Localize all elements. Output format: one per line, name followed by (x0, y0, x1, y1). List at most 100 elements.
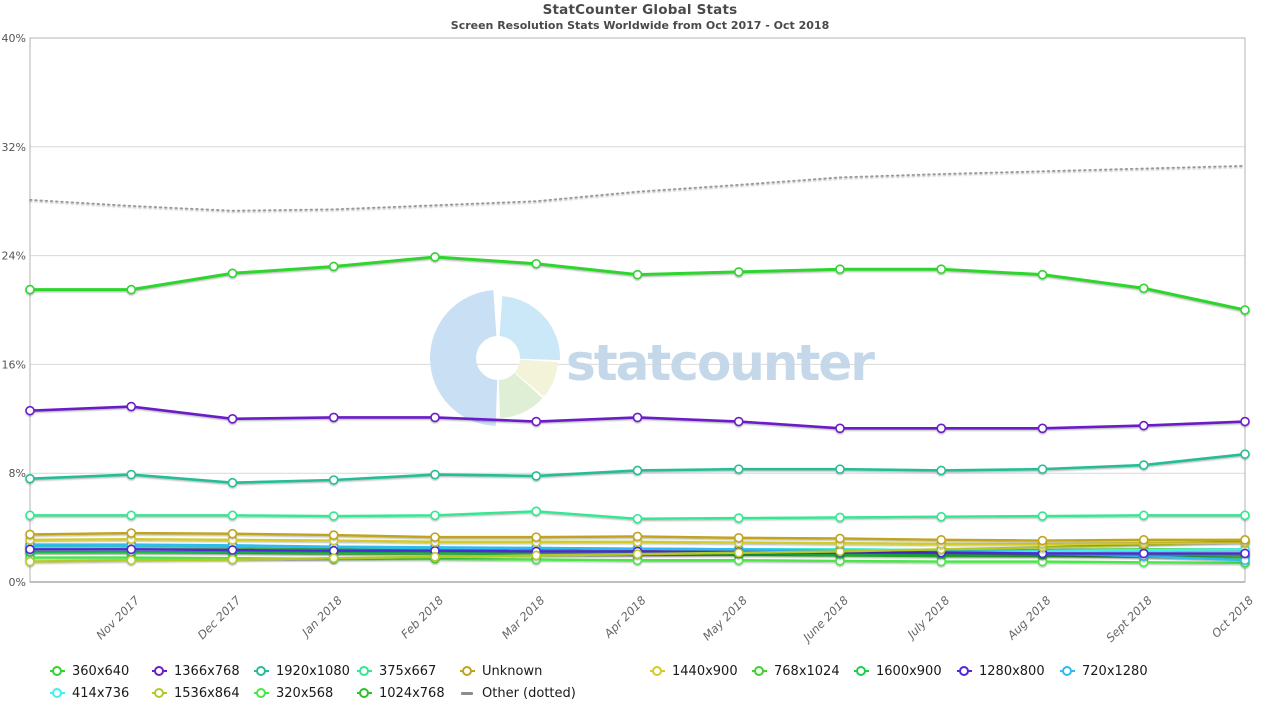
data-point-marker (733, 513, 744, 523)
logo-donut-segment (514, 359, 558, 397)
data-point-marker (1240, 535, 1250, 545)
legend-label: 1366x768 (174, 663, 240, 679)
data-point-marker (632, 269, 643, 280)
data-point-marker (1240, 305, 1250, 315)
data-point-marker (531, 506, 542, 517)
legend-item-320x568[interactable]: 320x568 (254, 685, 333, 701)
x-tick-label: Nov 2017 (93, 593, 143, 643)
data-point-marker (227, 413, 238, 424)
legend-item-1920x1080[interactable]: 1920x1080 (254, 663, 350, 679)
data-point-marker (1037, 535, 1048, 546)
data-point-marker (632, 549, 643, 559)
data-point-marker (1240, 449, 1250, 459)
legend-label: 720x1280 (1082, 663, 1148, 679)
x-tick-label: July 2018 (903, 593, 952, 642)
data-point-marker (531, 550, 542, 561)
data-point-marker (328, 261, 339, 272)
x-tick-label: Feb 2018 (398, 593, 446, 641)
data-point-marker (430, 469, 440, 480)
legend-label: 360x640 (72, 663, 130, 679)
data-point-marker (126, 555, 137, 566)
data-point-marker (25, 544, 35, 555)
data-point-marker (1138, 420, 1149, 431)
legend-item-375x667[interactable]: 375x667 (357, 663, 436, 679)
legend-item-768x1024[interactable]: 768x1024 (752, 663, 840, 679)
x-tick-label: Jan 2018 (298, 593, 345, 640)
data-point-marker (835, 264, 845, 275)
data-point-marker (227, 528, 238, 539)
legend-item-720x1280[interactable]: 720x1280 (1060, 663, 1148, 679)
legend-ring-icon (752, 665, 767, 678)
data-point-marker (1138, 510, 1149, 521)
data-point-marker (733, 547, 744, 558)
legend-item-1536x864[interactable]: 1536x864 (152, 685, 240, 701)
legend-item-1366x768[interactable]: 1366x768 (152, 663, 240, 679)
page-title: StatCounter Global Stats (542, 2, 738, 18)
data-point-marker (328, 530, 339, 540)
legend-item-unknown[interactable]: Unknown (460, 663, 542, 679)
data-point-marker (25, 284, 35, 295)
legend-label: 1920x1080 (276, 663, 350, 679)
data-point-marker (733, 267, 744, 277)
legend-label: 1536x864 (174, 685, 240, 701)
legend-item-1440x900[interactable]: 1440x900 (650, 663, 738, 679)
data-point-marker (430, 510, 440, 521)
series-line-Other (29, 164, 1246, 212)
legend-label: 1280x800 (979, 663, 1045, 679)
legend-item-1600x900[interactable]: 1600x900 (854, 663, 942, 679)
data-point-marker (227, 477, 238, 488)
data-point-marker (227, 268, 238, 279)
data-point-marker (126, 401, 137, 412)
legend-item-1024x768[interactable]: 1024x768 (357, 685, 445, 701)
legend-label: Other (dotted) (482, 685, 576, 701)
legend-ring-icon (957, 665, 972, 678)
x-tick-label: May 2018 (700, 593, 750, 643)
legend-item-360x640[interactable]: 360x640 (50, 663, 129, 679)
series-1920x1080 (25, 449, 1250, 488)
series-Unknown (25, 528, 1250, 546)
legend-ring-icon (357, 665, 372, 678)
statcounter-watermark: statcounter (430, 290, 877, 426)
x-tick-label: Dec 2017 (195, 593, 244, 642)
data-point-marker (733, 416, 744, 427)
x-tick-label: Aug 2018 (1004, 593, 1054, 643)
x-tick-label: June 2018 (799, 593, 851, 645)
page-subtitle: Screen Resolution Stats Worldwide from O… (450, 19, 830, 32)
data-point-marker (733, 464, 744, 474)
legend-label: 1024x768 (379, 685, 445, 701)
data-point-marker (835, 533, 845, 544)
legend-ring-icon (254, 665, 269, 678)
data-point-marker (126, 469, 137, 480)
data-point-marker (936, 465, 947, 476)
y-tick-label: 24% (2, 250, 26, 263)
data-point-marker (632, 465, 643, 476)
data-point-marker (1037, 269, 1048, 280)
x-tick-label: Oct 2018 (1209, 593, 1256, 640)
data-point-marker (936, 511, 947, 522)
series-line-360x640 (30, 255, 1246, 312)
data-point-marker (1138, 283, 1149, 294)
legend-ring-icon (254, 687, 269, 700)
data-point-marker (531, 471, 542, 481)
legend-label: 320x568 (276, 685, 334, 701)
data-point-marker (1240, 548, 1250, 559)
legend-ring-icon (1060, 665, 1075, 678)
legend-label: 1440x900 (672, 663, 738, 679)
data-point-marker (1138, 460, 1149, 470)
data-point-marker (430, 552, 440, 562)
data-point-marker (936, 423, 947, 434)
data-point-marker (936, 535, 947, 545)
legend-ring-icon (152, 665, 167, 678)
legend-item-1280x800[interactable]: 1280x800 (957, 663, 1045, 679)
x-tick-label: Sept 2018 (1103, 593, 1155, 645)
plot-border (29, 37, 1246, 583)
data-point-marker (835, 423, 845, 434)
legend-label: 1600x900 (876, 663, 942, 679)
logo-donut-segment (498, 372, 543, 418)
data-point-marker (328, 511, 339, 521)
logo-donut-segment (430, 290, 498, 426)
legend-item-414x736[interactable]: 414x736 (50, 685, 129, 701)
legend-ring-icon (650, 665, 665, 678)
legend-item-other[interactable]: Other (dotted) (460, 685, 576, 701)
